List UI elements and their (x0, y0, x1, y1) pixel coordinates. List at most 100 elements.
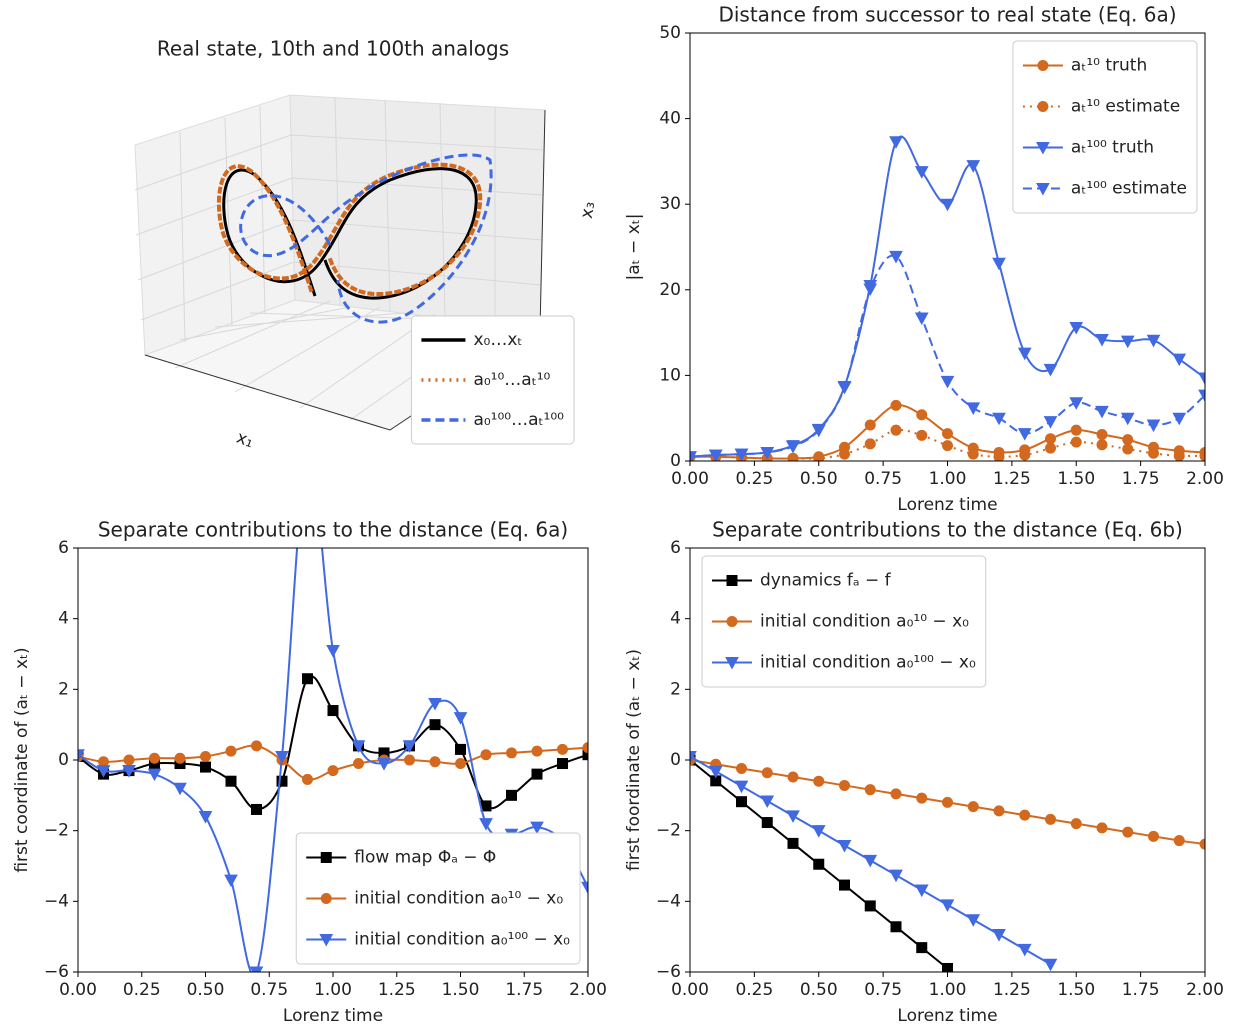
y-tick-label: 2 (670, 679, 681, 699)
marker (224, 874, 238, 888)
marker (96, 765, 111, 778)
marker (786, 440, 800, 454)
y-tick-label: 10 (659, 365, 681, 385)
marker (1172, 353, 1187, 367)
marker (966, 402, 981, 415)
legend-label: initial condition a₀¹⁰ − x₀ (354, 889, 563, 909)
legend-box (410, 315, 575, 445)
marker (1148, 447, 1159, 459)
marker (1198, 389, 1205, 403)
legend-box (701, 555, 987, 688)
chart-title: Separate contributions to the distance (… (712, 518, 1183, 542)
marker (992, 929, 1006, 942)
x-tick-label: 0.00 (671, 469, 709, 489)
marker (351, 740, 366, 753)
marker (1120, 412, 1135, 426)
y-tick-label: 4 (670, 609, 681, 629)
marker (1045, 442, 1056, 454)
marker (327, 765, 339, 777)
marker (1172, 412, 1187, 426)
legend-label: initial condition a₀¹⁰⁰ − x₀ (760, 653, 976, 673)
y-tick-label: −2 (44, 821, 69, 841)
x-tick-label: 0.50 (187, 980, 225, 1000)
marker (1037, 60, 1049, 71)
marker (736, 762, 747, 774)
marker (864, 419, 876, 431)
marker (1198, 372, 1205, 386)
plot-area (78, 548, 588, 972)
marker (319, 934, 334, 947)
marker (734, 780, 749, 794)
legend: aₜ¹⁰ truth aₜ¹⁰ estimate aₜ¹⁰⁰ truth aₜ¹⁰⁰ … (1012, 40, 1198, 214)
x-tick-label: 2.00 (1186, 469, 1224, 489)
marker (1036, 183, 1050, 196)
marker (1043, 363, 1058, 377)
marker (760, 795, 775, 809)
marker (429, 719, 441, 731)
trajectory (216, 162, 483, 297)
marker (708, 449, 723, 461)
marker (326, 644, 340, 658)
marker (1095, 333, 1109, 347)
y-tick-label: −4 (656, 891, 681, 911)
marker (761, 767, 773, 779)
x-tick-label: 1.25 (378, 980, 416, 1000)
marker (302, 773, 313, 785)
marker (942, 428, 953, 440)
x-tick-label: 1.75 (1122, 980, 1160, 1000)
marker (839, 448, 850, 460)
marker (967, 448, 979, 460)
y-axis-label: first foordinate of (aₜ − xₜ) (624, 649, 644, 871)
marker (173, 782, 187, 796)
marker (506, 747, 517, 759)
marker (249, 966, 264, 972)
marker (1036, 142, 1050, 155)
marker (1019, 449, 1031, 461)
marker (811, 424, 826, 438)
marker (916, 792, 928, 804)
legend-label: flow map Φₐ − Φ (354, 848, 496, 868)
marker (889, 869, 903, 883)
marker (1146, 419, 1161, 433)
x-axis-label: Lorenz time (283, 1006, 383, 1026)
marker (1017, 943, 1032, 957)
marker (429, 756, 441, 768)
y-tick-label: 50 (659, 23, 681, 43)
marker (1017, 347, 1032, 361)
y-axis-label: first coordinate of (aₜ − xₜ) (12, 647, 32, 872)
marker (200, 750, 211, 762)
marker (1146, 334, 1161, 348)
marker (839, 779, 850, 791)
marker (506, 789, 517, 801)
marker (942, 440, 953, 452)
y-axis-label: |aₜ − xₜ| (624, 213, 644, 280)
marker (1173, 835, 1185, 847)
y-tick-label: 0 (58, 750, 69, 770)
y-tick-label: 6 (58, 538, 69, 558)
marker (940, 375, 955, 389)
marker (428, 697, 442, 711)
marker (916, 942, 928, 954)
marker (787, 771, 799, 783)
legend-label: aₜ¹⁰ estimate (1071, 97, 1180, 117)
legend-label: initial condition a₀¹⁰⁰ − x₀ (354, 930, 570, 950)
marker (725, 657, 739, 670)
marker (786, 810, 800, 823)
marker (455, 743, 466, 755)
marker (726, 575, 738, 586)
marker (455, 758, 466, 770)
marker (734, 448, 749, 461)
chart-title: Real state, 10th and 100th analogs (157, 37, 509, 61)
marker (479, 818, 493, 831)
marker (966, 160, 981, 173)
x-tick-label: 2.00 (569, 980, 607, 1000)
x-tick-label: 0.00 (59, 980, 97, 1000)
legend-label: aₜ¹⁰ truth (1071, 56, 1147, 76)
marker (1120, 335, 1135, 349)
x-tick-label: 1.00 (929, 980, 967, 1000)
marker (581, 881, 588, 895)
marker (1037, 101, 1049, 112)
x-axis-label: x₁ (234, 428, 257, 453)
chart-title: Distance from successor to real state (E… (718, 3, 1176, 27)
marker (864, 784, 876, 796)
